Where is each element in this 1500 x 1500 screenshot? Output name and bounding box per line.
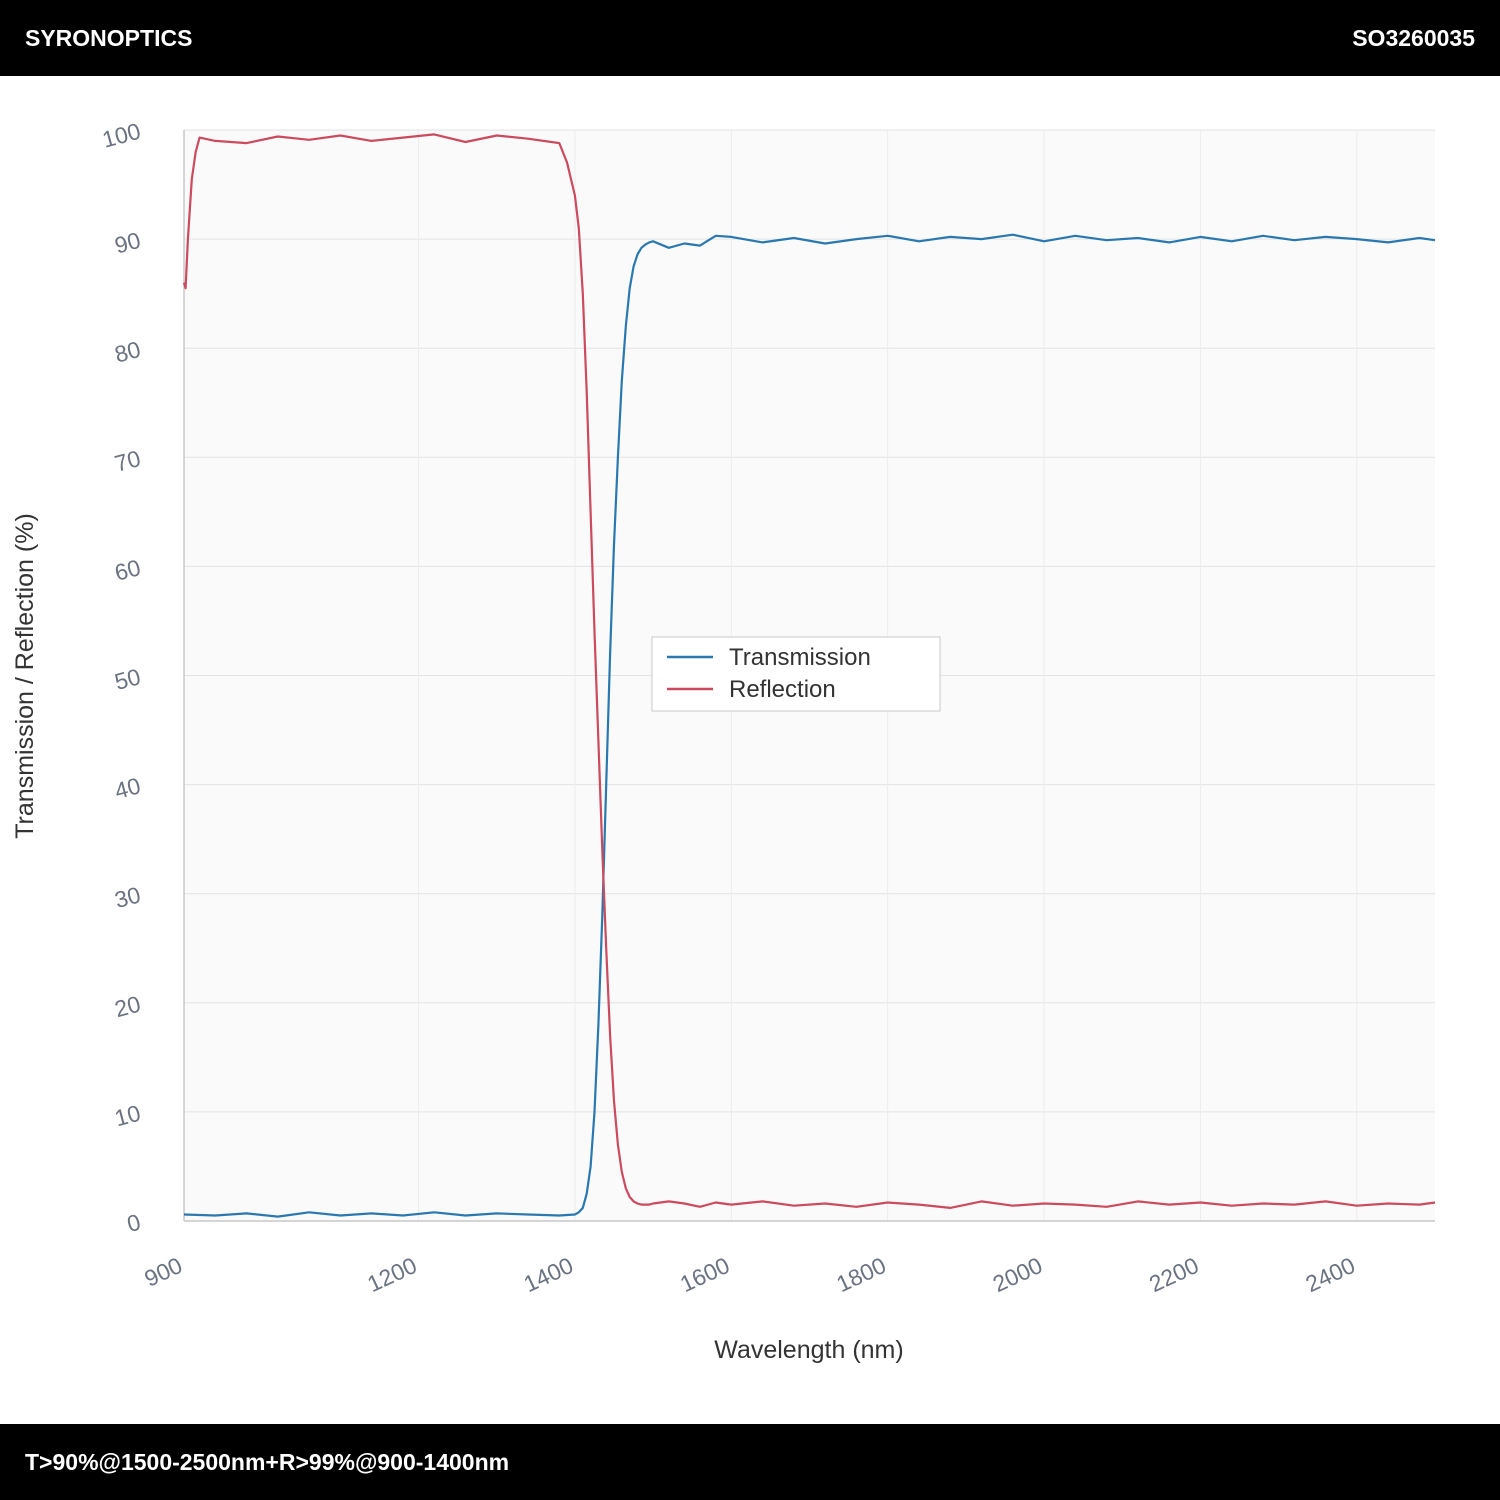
y-tick-label: 80: [112, 336, 143, 368]
y-axis-title: Transmission / Reflection (%): [11, 513, 39, 839]
part-number: SO3260035: [1352, 24, 1475, 51]
y-tick-label: 20: [112, 991, 143, 1023]
x-tick-labels: 900 1200 1400 1600 1800 2000 2200 2400: [140, 1252, 1359, 1297]
spectrum-chart: 0 10 20 30 40 50 60 70 80 90 100 900 1200 1400 1600 18…: [11, 118, 1436, 1364]
y-tick-label: 30: [112, 881, 143, 913]
y-tick-labels: 0 10 20 30 40 50 60 70 80 90 100: [99, 118, 143, 1237]
y-tick-label: 60: [112, 554, 143, 586]
x-tick-label: 2000: [989, 1252, 1046, 1297]
x-tick-label: 1400: [520, 1252, 577, 1297]
legend-box: [651, 636, 941, 712]
y-tick-label: 50: [112, 663, 143, 695]
y-tick-label: 70: [112, 445, 143, 477]
header-bar: SYRONOPTICS SO3260035: [0, 0, 1500, 76]
x-tick-label: 1800: [832, 1252, 889, 1297]
x-axis-title: Wavelength (nm): [714, 1336, 903, 1364]
series-layer: [182, 133, 1436, 1218]
brand-name: SYRONOPTICS: [25, 24, 193, 51]
legend-label-reflection: Reflection: [729, 676, 836, 703]
footer-bar: T>90%@1500-2500nm+R>99%@900-1400nm: [0, 1424, 1500, 1500]
y-tick-label: 100: [99, 118, 143, 153]
x-tick-label: 1600: [676, 1252, 733, 1297]
x-tick-label: 1200: [363, 1252, 420, 1297]
y-tick-label: 40: [112, 772, 143, 804]
y-tick-label: 10: [112, 1100, 143, 1132]
legend: Transmission Reflection: [651, 636, 941, 712]
y-tick-label: 0: [124, 1209, 143, 1237]
x-tick-label: 2400: [1302, 1252, 1359, 1297]
series-line-transmission: [183, 233, 1436, 1218]
x-tick-label: 2200: [1145, 1252, 1202, 1297]
spec-text: T>90%@1500-2500nm+R>99%@900-1400nm: [25, 1448, 510, 1475]
y-tick-label: 90: [112, 227, 143, 259]
series-line-reflection: [182, 133, 1436, 1209]
x-tick-label: 900: [140, 1252, 186, 1292]
legend-label-transmission: Transmission: [729, 644, 871, 671]
